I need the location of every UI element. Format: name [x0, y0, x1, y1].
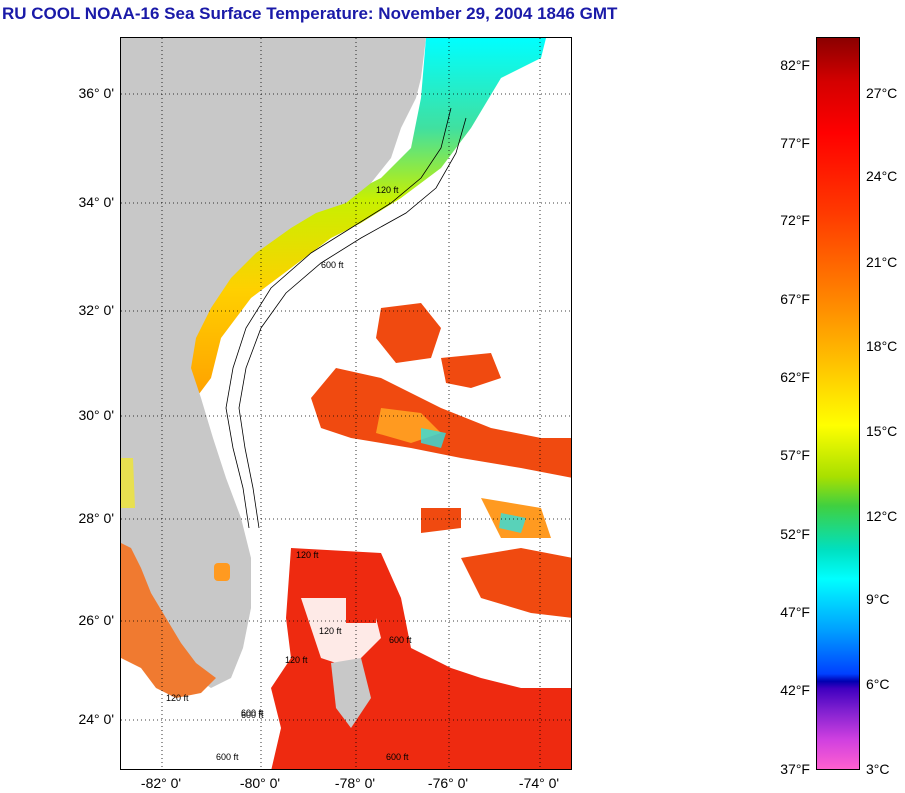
contour-label-10: 600 ft [386, 752, 409, 762]
cb-c-21: 21°C [866, 254, 898, 270]
contour-label-8: 600 ft [241, 708, 264, 718]
cb-c-9: 9°C [866, 591, 890, 607]
land-us [121, 38, 426, 688]
lon-label-82: -82° 0' [140, 775, 182, 791]
cb-f-37: 37°F [780, 761, 810, 777]
contour-label-9: 120 ft [166, 693, 189, 703]
contour-label-11: 600 ft [216, 752, 239, 762]
cb-f-77: 77°F [780, 135, 810, 151]
lat-label-28: 28° 0' [78, 510, 114, 526]
cb-f-62: 62°F [780, 369, 810, 385]
lon-label-76: -76° 0' [427, 775, 469, 791]
contour-label-3: 120 ft [296, 550, 319, 560]
lat-label-24: 24° 0' [78, 711, 114, 727]
cb-c-12: 12°C [866, 508, 898, 524]
cb-c-24: 24°C [866, 168, 898, 184]
contour-label-2: 600 ft [321, 260, 344, 270]
cb-f-67: 67°F [780, 291, 810, 307]
cb-f-52: 52°F [780, 526, 810, 542]
lon-label-78: -78° 0' [334, 775, 376, 791]
cb-f-72: 72°F [780, 212, 810, 228]
lat-label-26: 26° 0' [78, 612, 114, 628]
cb-c-18: 18°C [866, 338, 898, 354]
contour-label-6: 600 ft [389, 635, 412, 645]
cb-f-57: 57°F [780, 447, 810, 463]
lat-label-36: 36° 0' [78, 85, 114, 101]
lat-label-30: 30° 0' [78, 407, 114, 423]
map-title: RU COOL NOAA-16 Sea Surface Temperature:… [2, 4, 618, 23]
cb-f-82: 82°F [780, 57, 810, 73]
coastal-water [181, 38, 546, 398]
florida-gulf-water [121, 543, 216, 698]
lat-label-32: 32° 0' [78, 302, 114, 318]
contour-label-5: 120 ft [319, 626, 342, 636]
sst-map[interactable]: 120 ft 600 ft 120 ft 600 ft 120 ft 600 f… [120, 37, 572, 770]
cb-f-42: 42°F [780, 682, 810, 698]
cb-c-27: 27°C [866, 85, 898, 101]
cb-c-3: 3°C [866, 761, 890, 777]
contour-label-4: 600 ft [241, 710, 264, 720]
sst-map-graphic: 120 ft 600 ft 120 ft 600 ft 120 ft 600 f… [121, 38, 571, 769]
cb-c-15: 15°C [866, 423, 898, 439]
contour-label-1: 120 ft [376, 185, 399, 195]
cb-f-47: 47°F [780, 604, 810, 620]
lon-label-80: -80° 0' [239, 775, 281, 791]
lon-label-74: -74° 0' [518, 775, 560, 791]
temperature-colorbar [816, 37, 860, 770]
contour-label-7: 120 ft [285, 655, 308, 665]
cb-c-6: 6°C [866, 676, 890, 692]
lat-label-34: 34° 0' [78, 194, 114, 210]
